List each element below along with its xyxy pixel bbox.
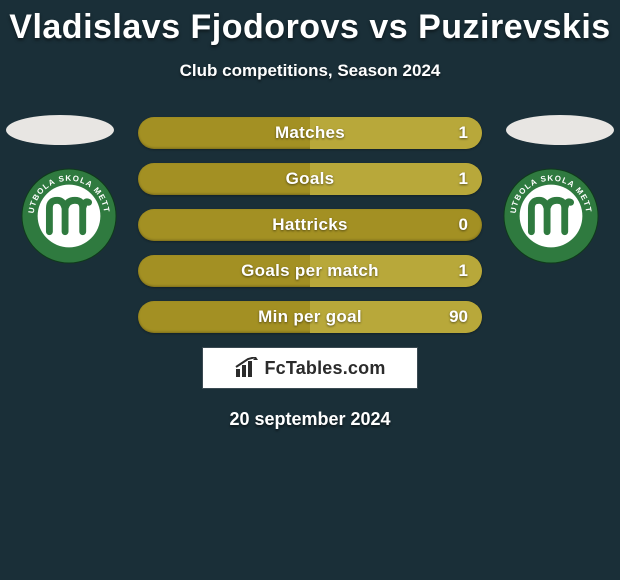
badge-year: 2006	[58, 235, 82, 248]
badge-year: 2006	[540, 235, 564, 248]
stats-list: Matches1Goals1Hattricks0Goals per match1…	[138, 115, 482, 333]
comparison-area: FUTBOLA SKOLA METTA 2006 FUTBOLA SKOLA M…	[0, 115, 620, 333]
stat-row: Min per goal90	[138, 301, 482, 333]
club-badge-left: FUTBOLA SKOLA METTA 2006	[20, 167, 118, 265]
chart-icon	[234, 357, 260, 379]
stat-row: Goals1	[138, 163, 482, 195]
stat-value-right: 1	[459, 255, 468, 287]
svg-text:2006: 2006	[58, 235, 82, 248]
stat-value-right: 90	[449, 301, 468, 333]
page-title: Vladislavs Fjodorovs vs Puzirevskis	[0, 0, 620, 47]
watermark-text: FcTables.com	[264, 358, 385, 379]
stat-label: Matches	[138, 117, 482, 149]
stat-row: Hattricks0	[138, 209, 482, 241]
subtitle: Club competitions, Season 2024	[0, 61, 620, 81]
stat-value-right: 1	[459, 163, 468, 195]
club-badge-right: FUTBOLA SKOLA METTA 2006	[502, 167, 600, 265]
stat-label: Goals per match	[138, 255, 482, 287]
stat-value-right: 1	[459, 117, 468, 149]
watermark-box: FcTables.com	[202, 347, 418, 389]
stat-row: Matches1	[138, 117, 482, 149]
player-photo-left	[6, 115, 114, 145]
player-photo-right	[506, 115, 614, 145]
stat-value-right: 0	[459, 209, 468, 241]
svg-text:2006: 2006	[540, 235, 564, 248]
stat-row: Goals per match1	[138, 255, 482, 287]
date-text: 20 september 2024	[0, 409, 620, 430]
stat-label: Min per goal	[138, 301, 482, 333]
stat-label: Goals	[138, 163, 482, 195]
stat-label: Hattricks	[138, 209, 482, 241]
